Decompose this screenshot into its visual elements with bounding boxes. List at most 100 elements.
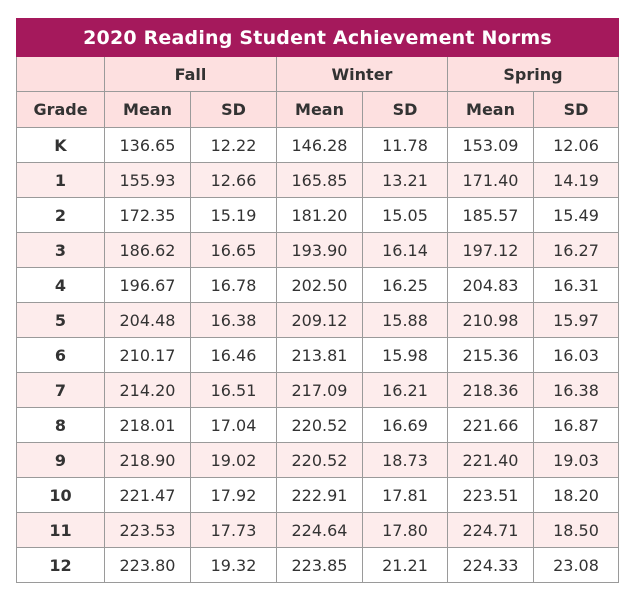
table-row: 9 218.90 19.02 220.52 18.73 221.40 19.03 <box>16 442 620 478</box>
grade-cell: 7 <box>16 372 105 408</box>
winter-sd-cell: 16.21 <box>362 372 448 408</box>
grade-cell: 2 <box>16 197 105 233</box>
winter-sd-cell: 17.81 <box>362 477 448 513</box>
winter-sd-cell: 18.73 <box>362 442 448 478</box>
season-header-fall: Fall <box>104 56 277 92</box>
column-header-winter-sd: SD <box>362 91 448 128</box>
fall-mean-cell: 218.90 <box>104 442 191 478</box>
table-row: K 136.65 12.22 146.28 11.78 153.09 12.06 <box>16 127 620 163</box>
table-row: 3 186.62 16.65 193.90 16.14 197.12 16.27 <box>16 232 620 268</box>
winter-mean-cell: 193.90 <box>276 232 363 268</box>
winter-mean-cell: 217.09 <box>276 372 363 408</box>
season-header-spring: Spring <box>446 56 620 92</box>
fall-mean-cell: 204.48 <box>104 302 191 338</box>
grade-cell: 5 <box>16 302 105 338</box>
fall-mean-cell: 223.80 <box>104 547 191 583</box>
winter-sd-cell: 15.98 <box>362 337 448 373</box>
winter-mean-cell: 223.85 <box>276 547 363 583</box>
grade-cell: 8 <box>16 407 105 443</box>
spring-sd-cell: 18.50 <box>532 512 620 548</box>
spring-sd-cell: 16.87 <box>532 407 620 443</box>
grade-cell: K <box>16 127 105 163</box>
spring-sd-cell: 16.38 <box>532 372 620 408</box>
season-header-blank <box>16 56 105 92</box>
fall-sd-cell: 16.51 <box>190 372 277 408</box>
winter-sd-cell: 15.88 <box>362 302 448 338</box>
fall-mean-cell: 210.17 <box>104 337 191 373</box>
spring-mean-cell: 204.83 <box>447 267 534 303</box>
season-header-row: Fall Winter Spring <box>16 56 620 92</box>
winter-mean-cell: 222.91 <box>276 477 363 513</box>
grade-cell: 6 <box>16 337 105 373</box>
winter-sd-cell: 21.21 <box>362 547 448 583</box>
title-row: 2020 Reading Student Achievement Norms <box>15 18 620 57</box>
spring-mean-cell: 153.09 <box>447 127 534 163</box>
spring-mean-cell: 218.36 <box>447 372 534 408</box>
spring-sd-cell: 23.08 <box>532 547 620 583</box>
spring-mean-cell: 221.66 <box>447 407 534 443</box>
winter-sd-cell: 11.78 <box>362 127 448 163</box>
grade-cell: 10 <box>16 477 105 513</box>
column-header-winter-mean: Mean <box>276 91 363 128</box>
spring-mean-cell: 197.12 <box>447 232 534 268</box>
spring-mean-cell: 171.40 <box>447 162 534 198</box>
fall-mean-cell: 221.47 <box>104 477 191 513</box>
table-row: 4 196.67 16.78 202.50 16.25 204.83 16.31 <box>16 267 620 303</box>
fall-mean-cell: 136.65 <box>104 127 191 163</box>
spring-mean-cell: 215.36 <box>447 337 534 373</box>
fall-sd-cell: 19.32 <box>190 547 277 583</box>
fall-sd-cell: 12.66 <box>190 162 277 198</box>
fall-mean-cell: 223.53 <box>104 512 191 548</box>
table-title: 2020 Reading Student Achievement Norms <box>15 18 620 57</box>
grade-cell: 12 <box>16 547 105 583</box>
spring-sd-cell: 19.03 <box>532 442 620 478</box>
grade-cell: 9 <box>16 442 105 478</box>
spring-sd-cell: 14.19 <box>532 162 620 198</box>
winter-sd-cell: 16.14 <box>362 232 448 268</box>
fall-sd-cell: 16.65 <box>190 232 277 268</box>
spring-mean-cell: 224.71 <box>447 512 534 548</box>
spring-sd-cell: 15.49 <box>532 197 620 233</box>
fall-mean-cell: 172.35 <box>104 197 191 233</box>
table-row: 11 223.53 17.73 224.64 17.80 224.71 18.50 <box>16 512 620 548</box>
fall-mean-cell: 186.62 <box>104 232 191 268</box>
winter-sd-cell: 13.21 <box>362 162 448 198</box>
winter-sd-cell: 17.80 <box>362 512 448 548</box>
table-row: 7 214.20 16.51 217.09 16.21 218.36 16.38 <box>16 372 620 408</box>
column-header-fall-sd: SD <box>190 91 277 128</box>
table-body: K 136.65 12.22 146.28 11.78 153.09 12.06 1 155.9… <box>16 127 620 583</box>
table-row: 5 204.48 16.38 209.12 15.88 210.98 15.97 <box>16 302 620 338</box>
column-header-row: Grade Mean SD Mean SD Mean SD <box>16 91 620 128</box>
spring-mean-cell: 185.57 <box>447 197 534 233</box>
spring-sd-cell: 18.20 <box>532 477 620 513</box>
fall-sd-cell: 12.22 <box>190 127 277 163</box>
table-row: 6 210.17 16.46 213.81 15.98 215.36 16.03 <box>16 337 620 373</box>
fall-mean-cell: 196.67 <box>104 267 191 303</box>
grade-cell: 3 <box>16 232 105 268</box>
fall-sd-cell: 17.04 <box>190 407 277 443</box>
spring-sd-cell: 12.06 <box>532 127 620 163</box>
table-row: 1 155.93 12.66 165.85 13.21 171.40 14.19 <box>16 162 620 198</box>
winter-mean-cell: 202.50 <box>276 267 363 303</box>
fall-sd-cell: 17.73 <box>190 512 277 548</box>
grade-cell: 4 <box>16 267 105 303</box>
winter-mean-cell: 209.12 <box>276 302 363 338</box>
winter-mean-cell: 220.52 <box>276 442 363 478</box>
norms-table: 2020 Reading Student Achievement Norms F… <box>15 18 620 583</box>
spring-mean-cell: 221.40 <box>447 442 534 478</box>
winter-mean-cell: 220.52 <box>276 407 363 443</box>
spring-mean-cell: 224.33 <box>447 547 534 583</box>
winter-mean-cell: 213.81 <box>276 337 363 373</box>
winter-sd-cell: 15.05 <box>362 197 448 233</box>
winter-sd-cell: 16.25 <box>362 267 448 303</box>
fall-sd-cell: 16.38 <box>190 302 277 338</box>
fall-sd-cell: 15.19 <box>190 197 277 233</box>
spring-sd-cell: 15.97 <box>532 302 620 338</box>
spring-sd-cell: 16.31 <box>532 267 620 303</box>
fall-sd-cell: 16.78 <box>190 267 277 303</box>
spring-mean-cell: 210.98 <box>447 302 534 338</box>
table-row: 10 221.47 17.92 222.91 17.81 223.51 18.20 <box>16 477 620 513</box>
fall-sd-cell: 17.92 <box>190 477 277 513</box>
column-header-fall-mean: Mean <box>104 91 191 128</box>
season-header-winter: Winter <box>276 56 448 92</box>
